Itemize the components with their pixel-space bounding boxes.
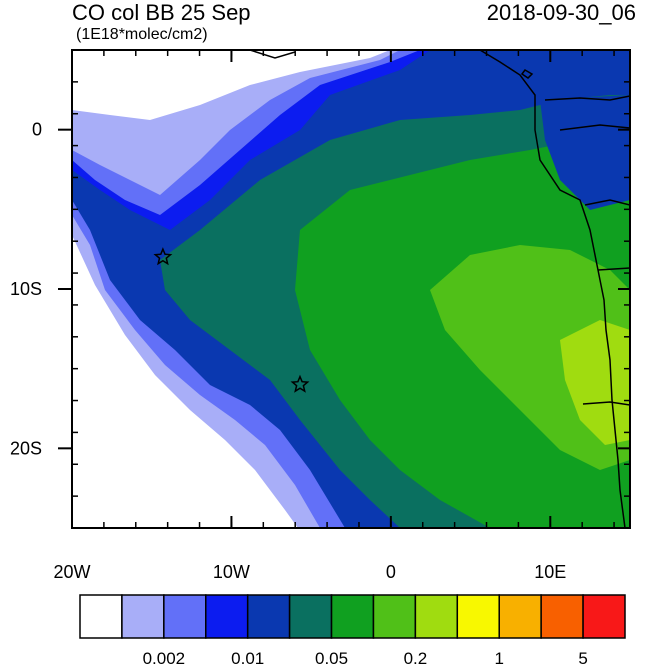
star-marker-icon [153,247,173,266]
colorbar-box [121,594,165,639]
y-tick-label: 20S [10,438,42,458]
y-tick-label: 10S [10,279,42,299]
field-band-land-north [540,95,630,210]
coast-north-west [249,50,296,59]
colorbar-box [582,594,626,639]
colorbar-box [163,594,207,639]
field-band-white [72,50,390,120]
colorbar-label: 0.002 [143,649,186,667]
border-mid [559,124,630,131]
x-tick-label: 0 [386,562,396,582]
colorbar-label: 0.01 [231,649,264,667]
colorbar-label: 5 [578,649,587,667]
border-north [544,95,630,101]
border-namibia [582,401,630,406]
field-band-sw-white [72,235,298,528]
colorbar-label: 1 [494,649,503,667]
colorbar-box [79,594,123,639]
x-tick-label: 10E [534,562,566,582]
x-tick-label: 20W [53,562,90,582]
colorbar-box [330,594,375,639]
co-field [72,50,630,528]
y-tick-label: 0 [32,120,42,140]
africa-coast [479,50,626,528]
units-label: (1E18*molec/cm2) [76,26,208,43]
axis-tick-labels: 20W 10W 0 10E 0 10S 20S [10,120,566,582]
colorbar-box [288,594,333,639]
colorbar-box [246,594,291,639]
colorbar: 0.002 0.01 0.05 0.2 1 5 [79,594,626,667]
colorbar-box [456,594,500,639]
border-angola-north [584,199,630,206]
colorbar-box [205,594,249,639]
star-marker-icon [290,374,310,393]
axis-ticks [58,49,630,529]
field-band-yellow-green [560,320,630,445]
border-angola [597,267,630,271]
colorbar-label: 0.2 [404,649,428,667]
map-title: CO col BB 25 Sep [72,0,251,25]
x-tick-label: 10W [213,562,250,582]
colorbar-box [540,594,584,639]
colorbar-box [498,594,542,639]
coastlines [249,50,630,528]
island [520,69,534,79]
colorbar-box [414,594,459,639]
colorbar-label: 0.05 [315,649,348,667]
timestamp-label: 2018-09-30_06 [486,0,636,25]
colorbar-box [372,594,417,639]
marker-layer [153,247,310,393]
